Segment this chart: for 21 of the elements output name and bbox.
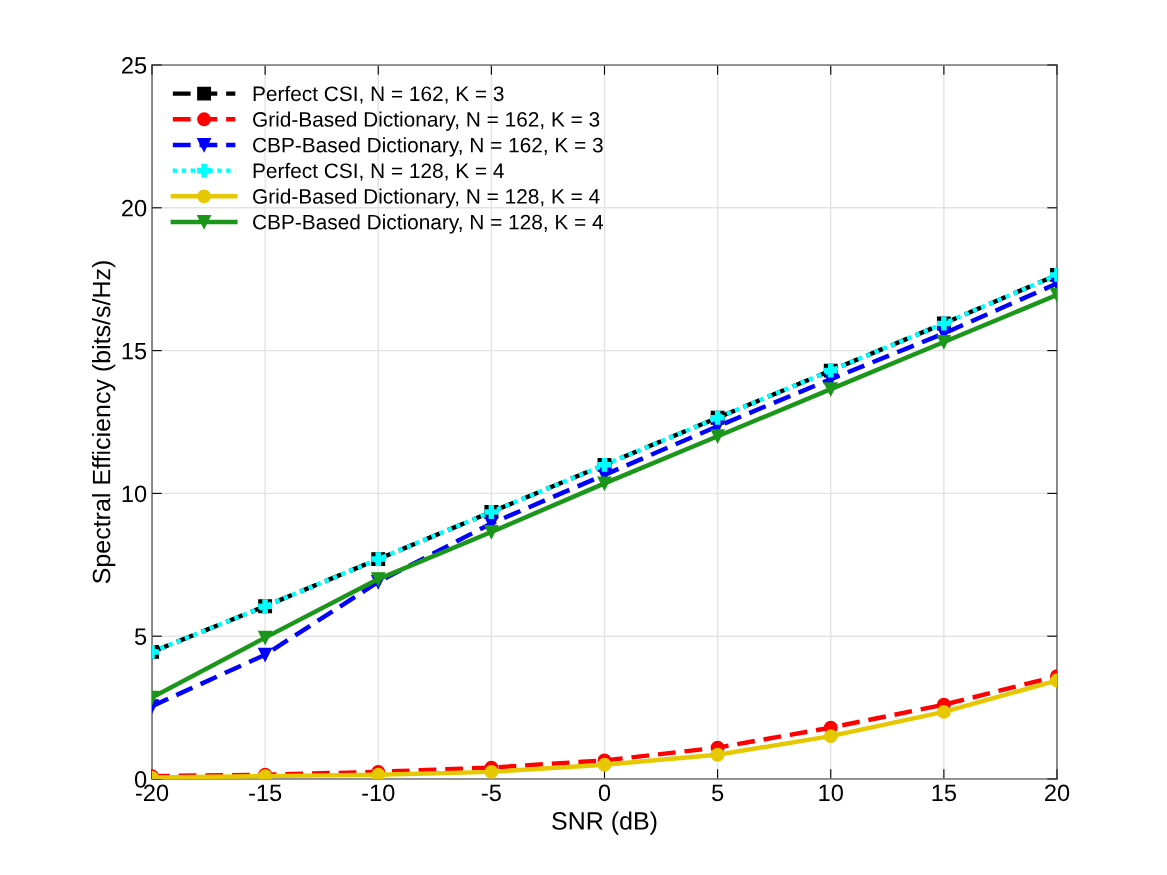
- legend-label: Grid-Based Dictionary, N = 128, K = 4: [253, 188, 600, 208]
- x-tick-label: 0: [598, 784, 611, 802]
- y-tick-label: 20: [122, 199, 147, 217]
- y-tick-label: 25: [122, 57, 147, 74]
- x-tick-label: 10: [819, 784, 843, 802]
- legend-label: CBP-Based Dictionary, N = 162, K = 3: [253, 137, 603, 157]
- x-tick-label: 20: [1045, 784, 1070, 802]
- y-tick-label: 15: [122, 342, 147, 360]
- y-tick-label: 10: [122, 485, 147, 503]
- x-tick-label: -5: [481, 784, 501, 802]
- x-tick-label: -10: [362, 784, 395, 802]
- x-tick-label: 15: [932, 784, 957, 802]
- x-axis-title: SNR (dB): [552, 811, 657, 835]
- y-tick-label: 5: [134, 628, 147, 645]
- legend-label: Perfect CSI, N = 128, K = 4: [253, 162, 504, 181]
- legend-label: CBP-Based Dictionary, N = 128, K = 4: [253, 214, 604, 234]
- x-tick-label: 5: [712, 784, 724, 802]
- legend-label: Perfect CSI, N = 162, K = 3: [253, 85, 504, 104]
- y-axis-title: Spectral Efficiency (bits/s/Hz): [92, 261, 116, 584]
- legend-label: Grid-Based Dictionary, N = 162, K = 3: [253, 111, 600, 131]
- x-tick-label: -15: [249, 784, 282, 802]
